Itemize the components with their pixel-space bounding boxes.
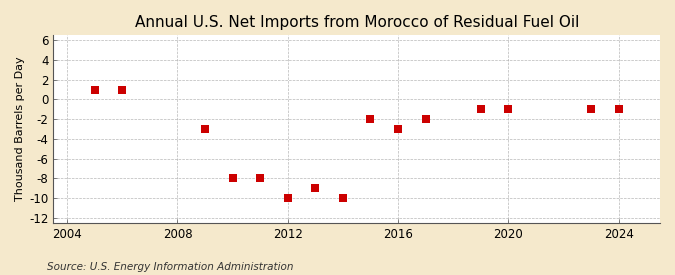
Point	[503, 107, 514, 112]
Y-axis label: Thousand Barrels per Day: Thousand Barrels per Day	[15, 57, 25, 201]
Point	[338, 196, 348, 200]
Point	[421, 117, 431, 122]
Point	[586, 107, 597, 112]
Point	[393, 127, 404, 131]
Point	[475, 107, 486, 112]
Point	[117, 87, 128, 92]
Point	[227, 176, 238, 181]
Text: Source: U.S. Energy Information Administration: Source: U.S. Energy Information Administ…	[47, 262, 294, 272]
Point	[310, 186, 321, 191]
Point	[89, 87, 100, 92]
Point	[614, 107, 624, 112]
Point	[254, 176, 265, 181]
Title: Annual U.S. Net Imports from Morocco of Residual Fuel Oil: Annual U.S. Net Imports from Morocco of …	[134, 15, 579, 30]
Point	[200, 127, 211, 131]
Point	[365, 117, 376, 122]
Point	[282, 196, 293, 200]
